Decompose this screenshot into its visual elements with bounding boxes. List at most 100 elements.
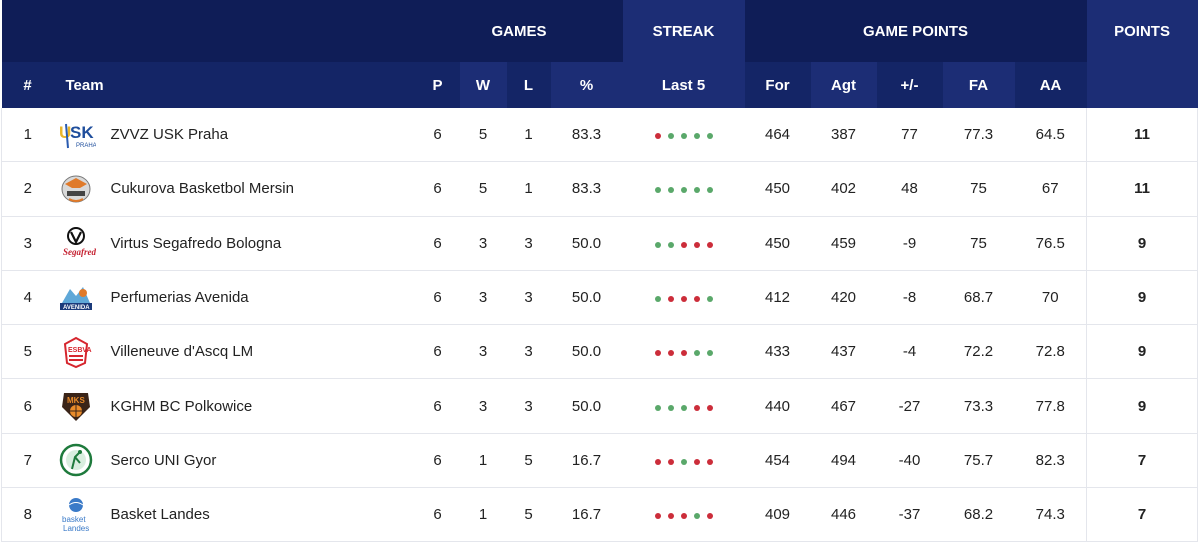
team-name[interactable]: ZVVZ USK Praha (110, 126, 229, 144)
against-cell: 467 (810, 378, 877, 434)
streak-dot (654, 296, 661, 303)
streak-dot (667, 513, 674, 520)
streak-cell (622, 433, 745, 489)
wins-cell: 3 (459, 378, 507, 434)
aa-cell: 74.3 (1014, 487, 1087, 543)
streak-dot (693, 241, 700, 248)
for-cell: 440 (744, 378, 811, 434)
svg-text:ESBVA: ESBVA (68, 347, 92, 354)
fa-cell: 68.2 (942, 487, 1015, 543)
table-row[interactable]: 7 Serco UNI Gyor 6 1 5 16.7 454 494 -40 75.7 82.… (1, 433, 1198, 489)
streak-dot (693, 458, 700, 465)
table-row[interactable]: 8 basket Landes Basket Landes 6 1 5 16.7 409 4… (1, 487, 1198, 543)
rank-cell: 7 (1, 433, 54, 489)
streak-dot (654, 350, 661, 357)
col-fa[interactable]: FA (942, 62, 1015, 108)
col-team[interactable]: Team (53, 62, 416, 108)
table-row[interactable]: 1 U SK PRAHA ZVVZ USK Praha 6 5 1 83.3 464 387 7… (1, 108, 1198, 163)
team-name[interactable]: KGHM BC Polkowice (110, 397, 253, 415)
col-for[interactable]: For (744, 62, 811, 108)
win-pct-cell: 83.3 (550, 161, 623, 217)
villeneuve-logo: ESBVA (56, 334, 96, 370)
against-cell: 420 (810, 270, 877, 326)
played-cell: 6 (415, 161, 460, 217)
aa-cell: 67 (1014, 161, 1087, 217)
streak-dots (654, 187, 713, 194)
team-name[interactable]: Serco UNI Gyor (110, 451, 217, 469)
streak-dot (680, 458, 687, 465)
col-win-pct[interactable]: % (550, 62, 623, 108)
col-wins[interactable]: W (459, 62, 507, 108)
streak-cell (622, 161, 745, 217)
win-pct-cell: 83.3 (550, 108, 623, 163)
for-cell: 433 (744, 324, 811, 380)
team-cell[interactable]: Cukurova Basketbol Mersin (53, 161, 416, 217)
col-aa[interactable]: AA (1014, 62, 1087, 108)
col-diff[interactable]: +/- (876, 62, 943, 108)
win-pct-cell: 50.0 (550, 324, 623, 380)
win-pct-cell: 50.0 (550, 216, 623, 271)
virtus-logo: Segafredo (56, 225, 96, 261)
team-cell[interactable]: ESBVA Villeneuve d'Ascq LM (53, 324, 416, 380)
rank-cell: 3 (1, 216, 54, 271)
table-row[interactable]: 2 Cukurova Basketbol Mersin 6 5 1 83.3 450 40… (1, 161, 1198, 217)
polkowice-logo: MKS (56, 388, 96, 424)
team-name[interactable]: Villeneuve d'Ascq LM (110, 343, 254, 361)
team-cell[interactable]: MKS KGHM BC Polkowice (53, 378, 416, 434)
points-cell: 7 (1086, 433, 1198, 489)
points-cell: 9 (1086, 378, 1198, 434)
aa-cell: 64.5 (1014, 108, 1087, 163)
group-streak: STREAK (622, 0, 745, 62)
team-name[interactable]: Virtus Segafredo Bologna (110, 234, 282, 252)
streak-cell (622, 216, 745, 271)
table-row[interactable]: 5 ESBVA Villeneuve d'Ascq LM 6 3 3 50.0 433 4… (1, 324, 1198, 380)
team-cell[interactable]: Segafredo Virtus Segafredo Bologna (53, 216, 416, 271)
table-row[interactable]: 3 Segafredo Virtus Segafredo Bologna 633… (1, 216, 1198, 271)
against-cell: 437 (810, 324, 877, 380)
col-last5[interactable]: Last 5 (622, 62, 745, 108)
table-row[interactable]: 6 MKS KGHM BC Polkowice 6 3 3 50.0 440 467 -27… (1, 378, 1198, 434)
svg-text:U: U (59, 123, 71, 142)
team-cell[interactable]: U SK PRAHA ZVVZ USK Praha (53, 108, 416, 163)
team-cell[interactable]: Serco UNI Gyor (53, 433, 416, 489)
streak-cell (622, 378, 745, 434)
played-cell: 6 (415, 487, 460, 543)
table-row[interactable]: 4 AVENIDA Perfumerias Avenida 6 3 3 50.0 412… (1, 270, 1198, 326)
diff-cell: -9 (876, 216, 943, 271)
col-against[interactable]: Agt (810, 62, 877, 108)
team-cell[interactable]: basket Landes Basket Landes (53, 487, 416, 543)
streak-dot (680, 513, 687, 520)
basket-landes-logo: basket Landes (56, 497, 96, 533)
team-name[interactable]: Basket Landes (110, 506, 210, 524)
losses-cell: 3 (506, 216, 551, 271)
rank-cell: 6 (1, 378, 54, 434)
streak-dot (706, 458, 713, 465)
col-losses[interactable]: L (506, 62, 551, 108)
diff-cell: -4 (876, 324, 943, 380)
svg-text:Landes: Landes (63, 524, 89, 533)
wins-cell: 3 (459, 216, 507, 271)
win-pct-cell: 50.0 (550, 378, 623, 434)
team-cell[interactable]: AVENIDA Perfumerias Avenida (53, 270, 416, 326)
played-cell: 6 (415, 270, 460, 326)
streak-dot (654, 458, 661, 465)
rank-cell: 8 (1, 487, 54, 543)
win-pct-cell: 16.7 (550, 433, 623, 489)
fa-cell: 77.3 (942, 108, 1015, 163)
team-name[interactable]: Cukurova Basketbol Mersin (110, 180, 294, 198)
streak-cell (622, 108, 745, 163)
streak-dot (680, 133, 687, 140)
against-cell: 446 (810, 487, 877, 543)
against-cell: 459 (810, 216, 877, 271)
points-cell: 11 (1086, 161, 1198, 217)
team-name[interactable]: Perfumerias Avenida (110, 289, 249, 307)
col-played[interactable]: P (415, 62, 460, 108)
group-header-row: GAMES STREAK GAME POINTS POINTS (1, 0, 1198, 62)
streak-dot (706, 513, 713, 520)
streak-dots (654, 241, 713, 248)
diff-cell: 77 (876, 108, 943, 163)
svg-text:AVENIDA: AVENIDA (63, 305, 90, 311)
losses-cell: 3 (506, 378, 551, 434)
points-cell: 11 (1086, 108, 1198, 163)
col-rank[interactable]: # (1, 62, 54, 108)
